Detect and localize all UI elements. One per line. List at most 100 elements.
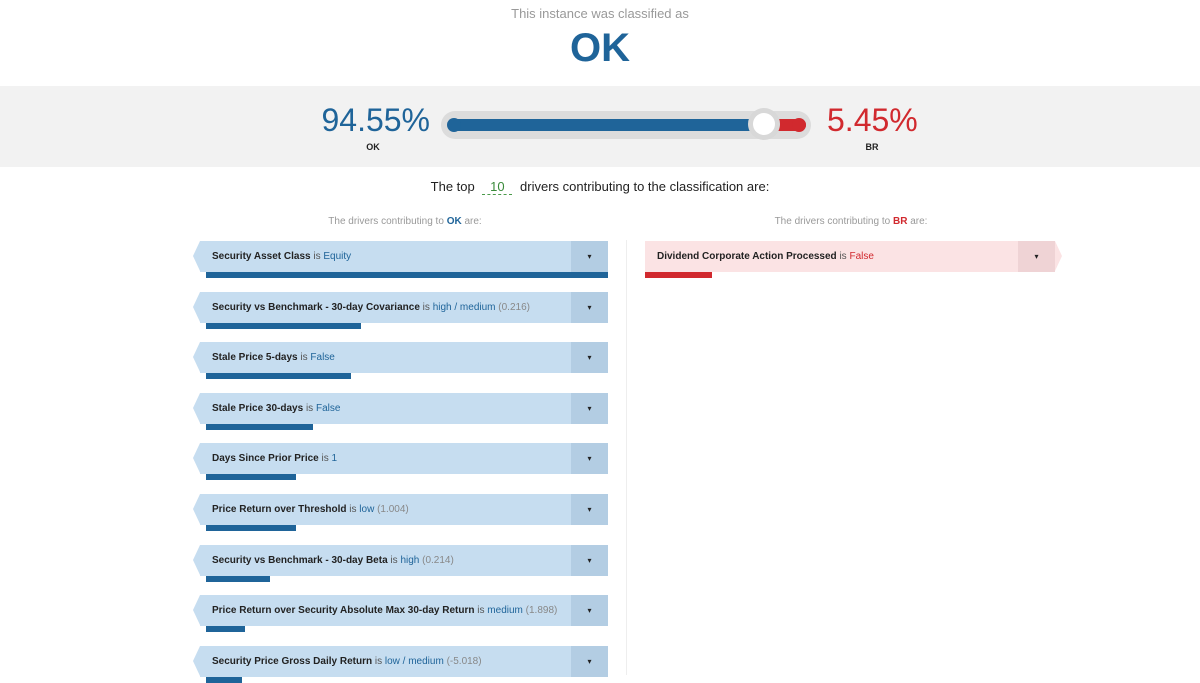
- driver-value: low / medium: [384, 655, 444, 667]
- driver-score: (0.214): [422, 554, 454, 566]
- driver-description: Days Since Prior Price is 1: [212, 443, 337, 474]
- br-column-heading: The drivers contributing to BR are:: [645, 216, 1057, 227]
- br-driver-weight-bar: [645, 272, 712, 278]
- driver-value: 1: [331, 453, 338, 465]
- driver-arrow-shape: [193, 494, 200, 524]
- ok-driver-row: Days Since Prior Price is 1 ▾: [193, 443, 610, 481]
- driver-is-word: is: [374, 655, 383, 667]
- ok-driver-weight-bar: [206, 626, 245, 633]
- driver-score: (0.216): [498, 301, 530, 313]
- br-label: BR: [865, 142, 879, 152]
- ok-driver-box: [200, 595, 608, 627]
- driver-expand-toggle[interactable]: ▾: [571, 544, 608, 576]
- driver-name: Security Asset Class: [212, 251, 311, 262]
- ok-driver-row: Stale Price 30-days is False ▾: [193, 392, 610, 430]
- ok-driver-box: [200, 392, 608, 424]
- br-probability: 5.45%: [827, 102, 918, 138]
- driver-expand-toggle[interactable]: ▾: [571, 443, 608, 475]
- driver-value: Equity: [323, 251, 352, 262]
- driver-is-word: is: [390, 554, 398, 566]
- br-heading-suffix: are:: [910, 216, 928, 227]
- br-heading-prefix: The drivers contributing to: [774, 216, 891, 227]
- driver-arrow-shape: [193, 392, 200, 423]
- driver-description: Security vs Benchmark - 30-day Beta is h…: [212, 545, 454, 576]
- top-drivers-prefix: The top: [430, 179, 475, 194]
- driver-is-word: is: [839, 251, 847, 262]
- driver-name: Dividend Corporate Action Processed: [657, 251, 837, 262]
- column-divider: [626, 240, 627, 675]
- classification-subtitle: This instance was classified as: [511, 6, 689, 21]
- driver-name: Security Price Gross Daily Return: [212, 655, 373, 667]
- driver-score: (1.898): [525, 605, 558, 617]
- ok-driver-box: [200, 241, 608, 272]
- ok-driver-box: [200, 645, 608, 677]
- driver-expand-toggle[interactable]: ▾: [571, 392, 608, 424]
- driver-name: Security vs Benchmark - 30-day Beta: [212, 554, 388, 566]
- br-driver-row: Dividend Corporate Action Processed is F…: [645, 241, 1065, 278]
- driver-value: False: [315, 402, 341, 414]
- ok-driver-box: [200, 342, 608, 374]
- ok-heading-prefix: The drivers contributing to: [328, 216, 444, 227]
- driver-expand-toggle[interactable]: ▾: [571, 291, 608, 323]
- driver-expand-toggle[interactable]: ▾: [571, 645, 608, 677]
- driver-name: Days Since Prior Price: [212, 453, 319, 465]
- br-driver-box: [645, 241, 1055, 272]
- ok-column-heading: The drivers contributing to OK are:: [200, 216, 610, 227]
- ok-driver-weight-bar: [206, 474, 296, 481]
- driver-name: Price Return over Security Absolute Max …: [212, 605, 475, 617]
- driver-score: (-5.018): [446, 655, 482, 667]
- driver-arrow-shape: [193, 595, 200, 626]
- ok-driver-row: Security vs Benchmark - 30-day Beta is h…: [193, 544, 610, 582]
- driver-name: Stale Price 5-days: [212, 352, 298, 364]
- driver-arrow-shape: [193, 291, 200, 322]
- ok-label: OK: [366, 142, 380, 152]
- driver-name: Stale Price 30-days: [212, 402, 304, 414]
- driver-arrow-shape: [193, 342, 200, 373]
- driver-value: low: [359, 504, 375, 515]
- driver-expand-toggle[interactable]: ▾: [571, 342, 608, 374]
- driver-is-word: is: [422, 301, 430, 313]
- driver-name: Price Return over Threshold: [212, 504, 347, 515]
- driver-is-word: is: [305, 402, 314, 414]
- driver-score: (1.004): [377, 504, 409, 515]
- driver-is-word: is: [300, 352, 308, 364]
- driver-arrow-shape: [193, 241, 200, 271]
- classification-verdict: OK: [570, 26, 630, 70]
- ok-driver-box: [200, 291, 608, 323]
- ok-bar-end-dot: [447, 118, 461, 132]
- driver-value: high: [400, 554, 420, 566]
- driver-is-word: is: [313, 251, 321, 262]
- driver-description: Dividend Corporate Action Processed is F…: [657, 241, 874, 272]
- ok-driver-weight-bar: [206, 676, 242, 683]
- ok-driver-weight-bar: [206, 575, 270, 582]
- ok-driver-row: Stale Price 5-days is False ▾: [193, 342, 610, 380]
- ok-driver-box: [200, 494, 608, 525]
- driver-arrow-shape: [193, 645, 200, 676]
- top-drivers-count-input[interactable]: [482, 179, 513, 195]
- ok-driver-row: Price Return over Threshold is low (1.00…: [193, 494, 610, 531]
- probability-slider-knob[interactable]: [753, 113, 775, 135]
- driver-is-word: is: [321, 453, 329, 465]
- ok-heading-class: OK: [446, 216, 462, 227]
- classification-header: This instance was classified as OK: [0, 0, 1200, 86]
- driver-expand-toggle[interactable]: ▾: [571, 595, 608, 627]
- ok-driver-row: Security Price Gross Daily Return is low…: [193, 645, 610, 683]
- ok-driver-box: [200, 443, 608, 475]
- ok-driver-weight-bar: [206, 423, 313, 430]
- driver-is-word: is: [477, 605, 485, 617]
- driver-value: False: [849, 251, 874, 262]
- driver-description: Security vs Benchmark - 30-day Covarianc…: [212, 292, 530, 323]
- driver-arrow-shape: [1055, 241, 1062, 271]
- br-bar-end-dot: [792, 118, 806, 132]
- driver-expand-toggle[interactable]: ▾: [571, 494, 608, 525]
- driver-description: Security Asset Class is Equity: [212, 241, 351, 272]
- ok-driver-weight-bar: [206, 525, 296, 531]
- ok-driver-row: Security vs Benchmark - 30-day Covarianc…: [193, 291, 610, 329]
- driver-value: high / medium: [432, 301, 496, 313]
- ok-driver-weight-bar: [206, 373, 351, 380]
- driver-expand-toggle[interactable]: ▾: [571, 241, 608, 272]
- driver-expand-toggle[interactable]: ▾: [1018, 241, 1055, 272]
- driver-value: False: [310, 352, 335, 364]
- ok-heading-suffix: are:: [464, 216, 482, 227]
- top-drivers-suffix: drivers contributing to the classificati…: [520, 179, 770, 194]
